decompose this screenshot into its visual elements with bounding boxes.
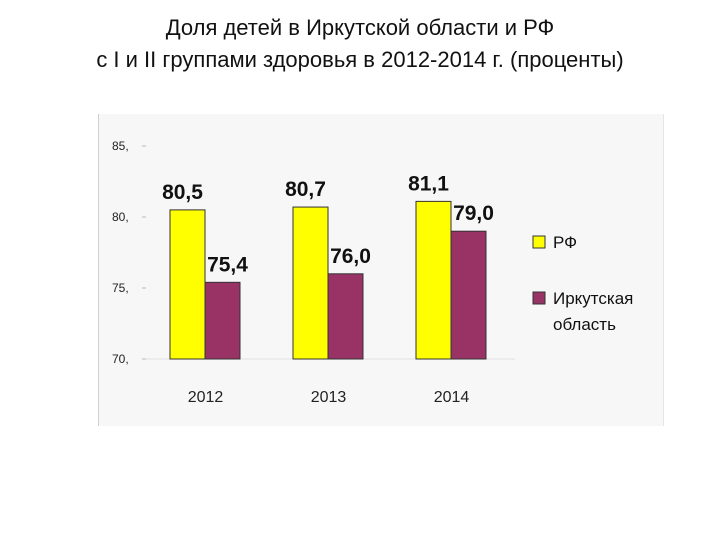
x-category-label: 2014 (434, 389, 470, 406)
legend-swatch-irkutsk (532, 291, 546, 305)
data-label: 79,0 (453, 202, 494, 225)
bar-2014-irkutsk (450, 230, 487, 360)
bar-2014-rf (415, 200, 452, 360)
data-label: 80,7 (285, 178, 326, 201)
y-tick-label: 85, (112, 139, 129, 153)
x-category-label: 2012 (188, 389, 224, 406)
bar-2013-rf (292, 206, 329, 360)
y-tick-label: 80, (112, 210, 129, 224)
legend-label-irkutsk-line1: Иркутская (553, 289, 633, 308)
bar-2013-irkutsk (327, 273, 364, 360)
data-label: 80,5 (162, 181, 203, 204)
chart-title-line-2: с I и II группами здоровья в 2012-2014 г… (96, 47, 624, 72)
legend-label-rf: РФ (553, 233, 577, 252)
bar-2012-irkutsk (204, 281, 241, 360)
data-label: 75,4 (207, 253, 248, 276)
y-tick-label: 70, (112, 352, 129, 366)
legend-label-irkutsk-line2: область (553, 315, 616, 334)
chart-title-line-1: Доля детей в Иркутской области и РФ (165, 15, 555, 40)
x-category-label: 2013 (311, 389, 347, 406)
legend-swatch-rf (532, 235, 546, 249)
data-label: 81,1 (408, 172, 449, 195)
bar-2012-rf (169, 209, 206, 360)
data-label: 76,0 (330, 245, 371, 268)
y-tick-label: 75, (112, 281, 129, 295)
